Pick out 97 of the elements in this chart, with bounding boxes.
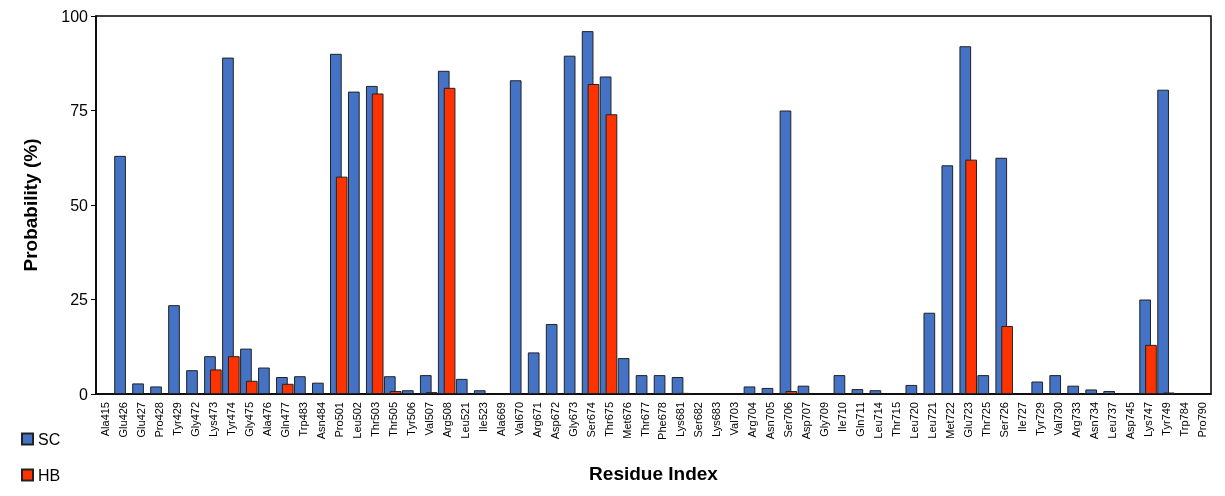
x-tick-label: Val703: [728, 402, 741, 436]
x-tick-label: Tyr506: [404, 402, 417, 436]
x-tick-label: Ile710: [836, 402, 849, 432]
x-tick-label: Leu502: [350, 402, 363, 439]
bar: [743, 386, 756, 394]
legend-label: HB: [38, 466, 61, 484]
y-tick-label: 0: [79, 385, 89, 403]
bar: [635, 375, 648, 394]
x-tick-label: Lys683: [710, 402, 723, 438]
x-tick-label: Asp745: [1124, 402, 1137, 440]
x-tick-label: Arg704: [746, 402, 759, 438]
y-tick-label: 75: [70, 102, 89, 119]
y-axis-title: Probability (%): [20, 138, 41, 272]
bar: [114, 155, 126, 394]
x-tick-label: Leu521: [458, 402, 471, 439]
bar: [563, 55, 576, 394]
x-tick-label: Thr725: [980, 402, 993, 437]
bar: [941, 165, 954, 394]
x-tick-label: Ser706: [782, 402, 795, 438]
bar: [545, 324, 558, 394]
x-tick-label: Thr505: [386, 402, 399, 437]
x-tick-label: Val670: [512, 402, 525, 436]
x-tick-label: Gly673: [566, 402, 579, 437]
x-tick-label: Gln711: [854, 402, 867, 437]
bar: [653, 375, 666, 394]
x-tick-label: Ala415: [98, 402, 111, 437]
y-tick-label: 50: [70, 196, 89, 214]
x-tick-label: Thr675: [602, 402, 615, 437]
bar: [923, 312, 936, 394]
x-tick-label: Asn705: [764, 402, 777, 440]
x-tick-label: Ile523: [476, 402, 489, 432]
x-tick-label: Lys473: [206, 402, 219, 438]
x-tick-label: Leu721: [926, 402, 939, 439]
bar: [168, 305, 180, 394]
bar: [186, 370, 198, 394]
x-tick-label: Glu427: [134, 402, 147, 438]
x-tick-label: Asp707: [800, 402, 813, 440]
x-tick-label: Thr503: [368, 402, 381, 437]
bar: [312, 382, 324, 394]
x-tick-label: Tyr474: [224, 402, 237, 436]
x-tick-label: Pro790: [1196, 402, 1209, 438]
x-tick-label: Gln477: [278, 402, 291, 438]
x-tick-label: Ser726: [998, 402, 1011, 438]
x-tick-label: Arg508: [440, 402, 453, 438]
x-tick-label: Arg733: [1070, 402, 1083, 438]
x-tick-label: Thr715: [890, 402, 903, 437]
x-tick-label: Lys681: [674, 402, 687, 438]
x-tick-label: Tyr429: [170, 402, 183, 436]
x-tick-label: Val730: [1052, 402, 1065, 436]
x-tick-label: Leu714: [872, 402, 885, 439]
bar: [150, 386, 162, 394]
x-tick-label: Pro501: [332, 402, 345, 438]
legend-label: SC: [38, 430, 61, 448]
x-tick-label: Phe678: [656, 402, 669, 440]
x-tick-label: Asn734: [1088, 402, 1101, 440]
x-tick-label: Thr677: [638, 402, 651, 437]
x-tick-label: Lys747: [1142, 402, 1155, 438]
x-tick-label: Ser674: [584, 402, 597, 438]
bar: [527, 352, 540, 394]
bar: [1103, 390, 1116, 394]
bar: [473, 390, 486, 394]
bar: [833, 375, 846, 394]
x-tick-label: Ala476: [260, 402, 273, 437]
bar: [1049, 375, 1062, 394]
bar: [1031, 381, 1044, 394]
bar: [132, 383, 144, 394]
x-tick-label: Ala669: [494, 402, 507, 437]
x-tick-label: Leu737: [1106, 402, 1119, 439]
x-tick-label: Asp672: [548, 402, 561, 440]
x-tick-label: Gly709: [818, 402, 831, 437]
x-tick-label: Val507: [422, 402, 435, 436]
x-tick-label: Met676: [620, 402, 633, 439]
x-tick-label: Glu723: [962, 402, 975, 438]
x-tick-label: Glu426: [116, 402, 129, 438]
x-tick-label: Tyr729: [1034, 402, 1047, 436]
x-tick-label: Leu720: [908, 402, 921, 439]
bar: [761, 387, 774, 394]
bar: [509, 80, 522, 394]
bar: [905, 384, 918, 394]
bar: [869, 390, 882, 394]
x-tick-label: Gly475: [242, 402, 255, 437]
x-tick-label: Ser682: [692, 402, 705, 438]
x-tick-label: Asn484: [314, 402, 327, 440]
bar: [1085, 389, 1098, 394]
y-tick-label: 100: [61, 7, 89, 25]
x-tick-label: Tyr749: [1160, 402, 1173, 436]
x-tick-label: Gly472: [188, 402, 201, 437]
bar: [851, 389, 864, 394]
x-tick-label: Met722: [944, 402, 957, 439]
x-tick-label: Pro428: [152, 402, 165, 438]
x-tick-label: Ile727: [1016, 402, 1029, 432]
x-tick-label: Trp784: [1178, 402, 1191, 437]
x-axis-title: Residue Index: [589, 463, 719, 484]
x-tick-label: Arg671: [530, 402, 543, 438]
x-tick-label: Trp483: [296, 402, 309, 437]
y-tick-label: 25: [70, 291, 89, 308]
bar: [1067, 385, 1080, 394]
